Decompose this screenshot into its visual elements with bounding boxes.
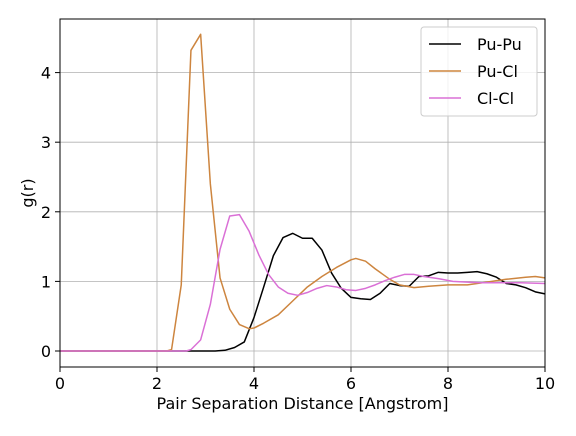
series-line-cl-cl <box>60 213 546 352</box>
legend-label: Pu-Pu <box>477 35 522 54</box>
plot-lines <box>60 33 546 352</box>
x-axis-label: Pair Separation Distance [Angstrom] <box>157 394 449 413</box>
y-axis-ticks: 0 1 2 3 4 <box>41 64 60 361</box>
plot-frame <box>59 18 546 368</box>
x-tick-label: 8 <box>443 374 453 393</box>
y-tick-label: 3 <box>41 133 51 152</box>
x-tick-label: 10 <box>535 374 555 393</box>
legend: Pu-Pu Pu-Cl Cl-Cl <box>420 26 538 117</box>
legend-label: Cl-Cl <box>477 89 514 108</box>
x-tick-label: 0 <box>55 374 65 393</box>
x-tick-label: 6 <box>346 374 356 393</box>
y-tick-label: 1 <box>41 272 51 291</box>
x-tick-label: 2 <box>152 374 162 393</box>
legend-box <box>420 26 538 117</box>
y-tick-label: 4 <box>41 64 51 83</box>
legend-label: Pu-Cl <box>477 62 518 81</box>
y-tick-label: 2 <box>41 203 51 222</box>
y-axis-label: g(r) <box>18 178 37 207</box>
x-tick-label: 4 <box>249 374 259 393</box>
x-axis-ticks: 0 2 4 6 8 10 <box>55 367 555 393</box>
y-tick-label: 0 <box>41 342 51 361</box>
